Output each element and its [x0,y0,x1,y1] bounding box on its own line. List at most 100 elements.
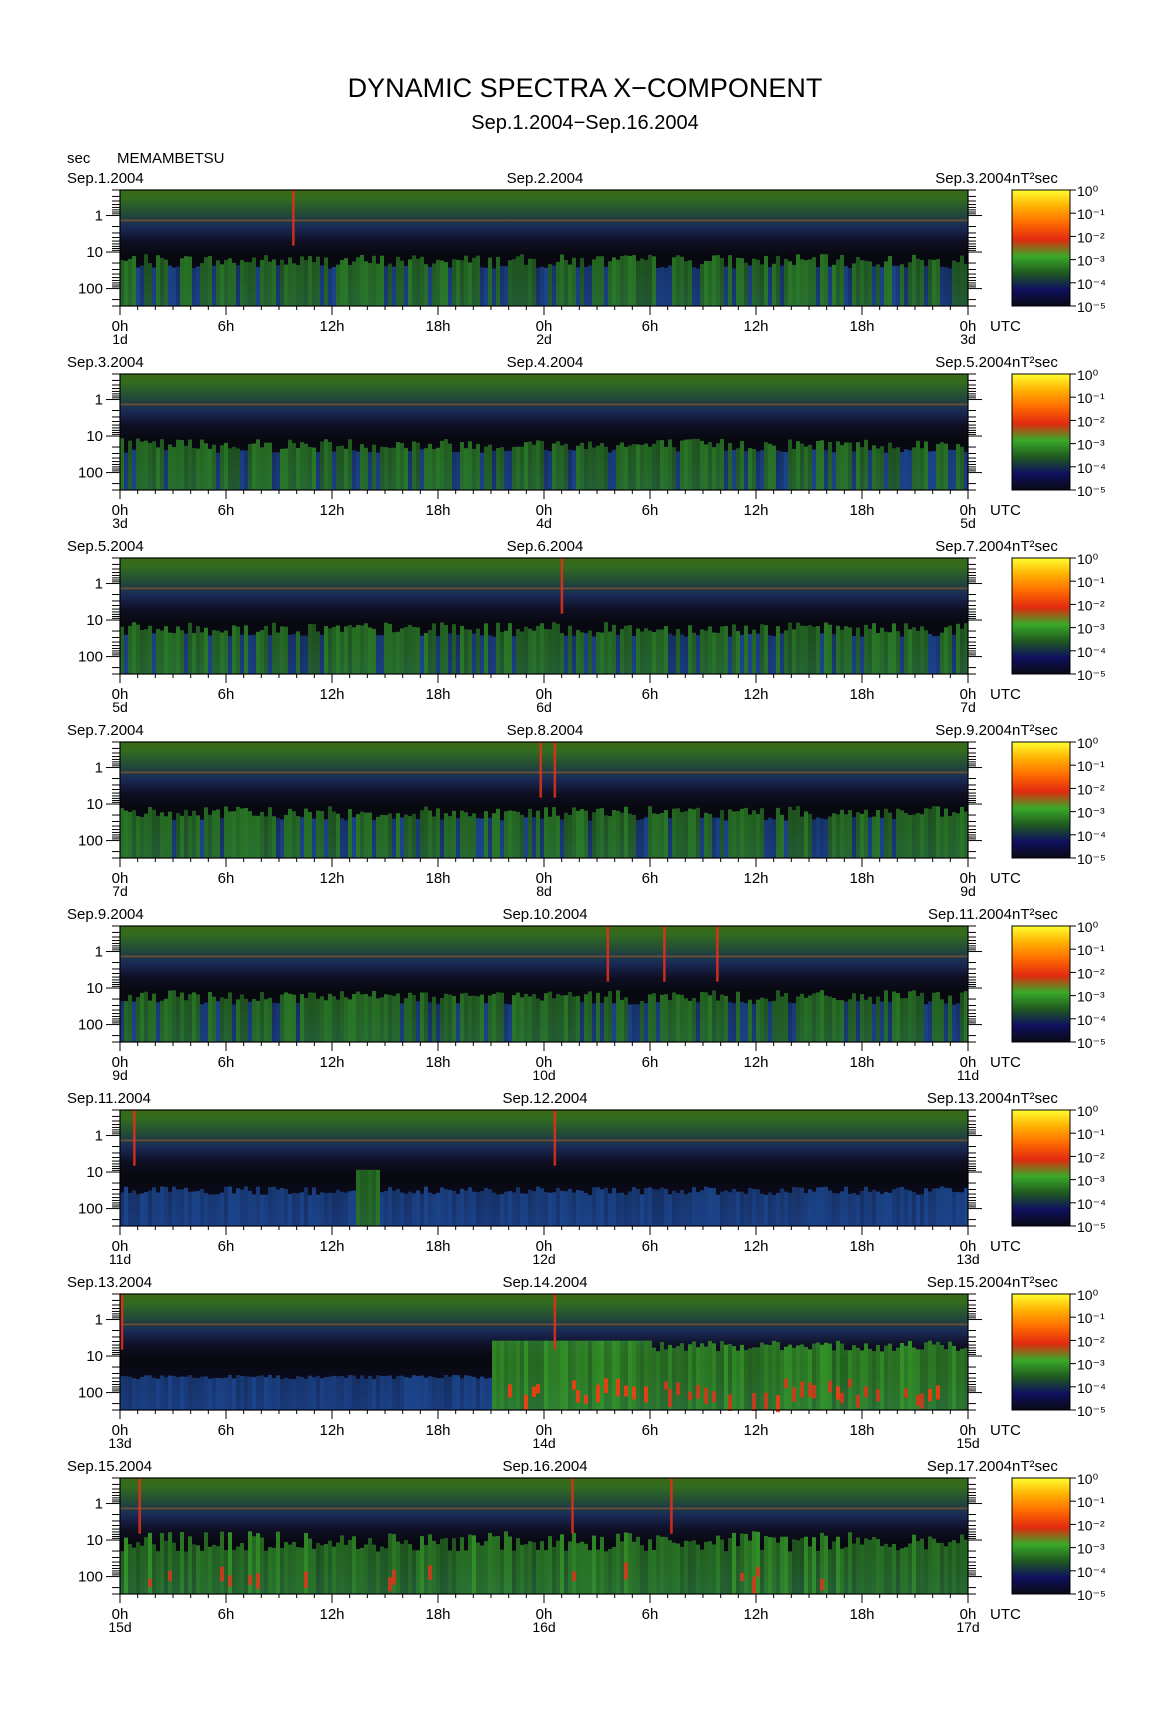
activity-column [144,1192,148,1226]
activity-column [888,1546,892,1594]
activity-column [784,820,788,858]
activity-column [440,622,444,674]
activity-column [200,1376,204,1410]
activity-column [724,820,728,858]
activity-column [688,808,692,858]
activity-column [148,1190,152,1226]
activity-hotspot [712,1391,716,1403]
activity-column [360,1547,364,1594]
activity-column [608,631,612,674]
activity-column [160,812,164,858]
activity-column [300,994,304,1042]
activity-column [484,1378,488,1410]
activity-column [488,635,492,674]
activity-column [444,439,448,490]
activity-column [496,1194,500,1226]
colorbar-tick-label: 10⁻¹ [1077,758,1105,774]
activity-column [228,636,232,674]
activity-column [712,632,716,674]
activity-column [864,1538,868,1594]
activity-column [516,1538,520,1594]
activity-column [936,1188,940,1226]
activity-column [636,1340,640,1410]
activity-column [424,448,428,490]
activity-column [964,991,968,1042]
activity-column [216,809,220,858]
x-tick-label: 0h [112,1606,129,1623]
activity-column [292,811,296,858]
panel-left-date: Sep.5.2004 [67,538,144,555]
activity-column [372,990,376,1042]
y-tick-label: 10 [86,428,103,445]
activity-column [680,812,684,858]
activity-column [724,1190,728,1226]
activity-column [812,819,816,858]
activity-column [288,1193,292,1226]
activity-column [840,809,844,858]
day-label: 2d [536,331,552,347]
activity-column [200,1188,204,1226]
activity-hotspot [572,1571,576,1582]
activity-column [224,442,228,490]
activity-column [820,818,824,858]
activity-column [520,1340,524,1410]
activity-column [672,635,676,674]
x-tick-label: 0h [112,318,129,335]
spectra-panel: Sep.13.2004 Sep.14.2004 Sep.15.20041101000… [67,1274,1106,1451]
activity-column [708,441,712,490]
activity-column [412,255,416,306]
colorbar-tick-label: 10⁰ [1077,1471,1099,1487]
activity-column [520,1193,524,1226]
activity-column [144,254,148,306]
activity-column [324,1193,328,1226]
activity-column [156,1551,160,1594]
activity-hotspot [604,1378,608,1394]
x-tick-label: 0h [960,1054,977,1071]
spectrogram-line [120,955,968,958]
activity-column [820,1532,824,1594]
activity-column [612,1187,616,1226]
activity-column [456,1193,460,1226]
activity-column [208,635,212,674]
activity-column [900,1187,904,1226]
activity-column [400,1003,404,1042]
activity-column [880,627,884,674]
activity-column [432,1194,436,1226]
activity-column [664,1189,668,1226]
activity-column [300,635,304,674]
activity-column [872,1536,876,1594]
activity-column [280,1187,284,1226]
activity-column [160,1186,164,1226]
day-label: 6d [536,699,552,715]
activity-column [884,452,888,490]
activity-column [188,439,192,490]
activity-column [440,997,444,1042]
activity-column [248,635,252,674]
activity-column [512,1192,516,1226]
activity-column [216,1377,220,1410]
day-label: 8d [536,883,552,899]
activity-column [432,1540,436,1594]
activity-column [920,1349,924,1410]
activity-column [460,625,464,674]
activity-column [552,622,556,674]
activity-column [772,636,776,674]
activity-column [828,1343,832,1410]
activity-column [488,817,492,858]
activity-column [728,443,732,490]
y-tick-label: 10 [86,612,103,629]
activity-column [208,448,212,490]
activity-column [580,1190,584,1226]
activity-column [204,807,208,858]
activity-column [468,262,472,306]
x-tick-label: 0h [112,1422,129,1439]
activity-column [184,633,188,674]
activity-column [256,439,260,490]
spectra-panel: Sep.11.2004 Sep.12.2004 Sep.13.20041101000… [67,1090,1106,1267]
activity-column [716,817,720,858]
activity-column [592,1187,596,1226]
activity-column [868,817,872,858]
x-unit-label: UTC [990,502,1021,519]
activity-hotspot [704,1387,708,1404]
colorbar-tick-label: 10⁻³ [1077,1173,1105,1189]
